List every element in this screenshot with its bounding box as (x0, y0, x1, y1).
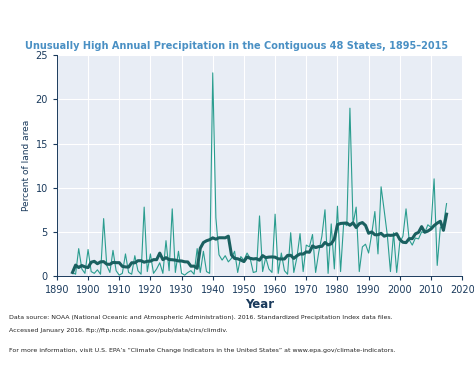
Text: Accessed January 2016. ftp://ftp.ncdc.noaa.gov/pub/data/cirs/climdiv.: Accessed January 2016. ftp://ftp.ncdc.no… (9, 328, 228, 333)
Text: Unusually High Annual Precipitation in the Contiguous 48 States, 1895–2015: Unusually High Annual Precipitation in t… (26, 41, 448, 51)
Text: Data source: NOAA (National Oceanic and Atmospheric Administration). 2016. Stand: Data source: NOAA (National Oceanic and … (9, 315, 393, 320)
Text: For more information, visit U.S. EPA’s “Climate Change Indicators in the United : For more information, visit U.S. EPA’s “… (9, 348, 396, 353)
Y-axis label: Percent of land area: Percent of land area (22, 120, 31, 211)
X-axis label: Year: Year (245, 298, 274, 311)
